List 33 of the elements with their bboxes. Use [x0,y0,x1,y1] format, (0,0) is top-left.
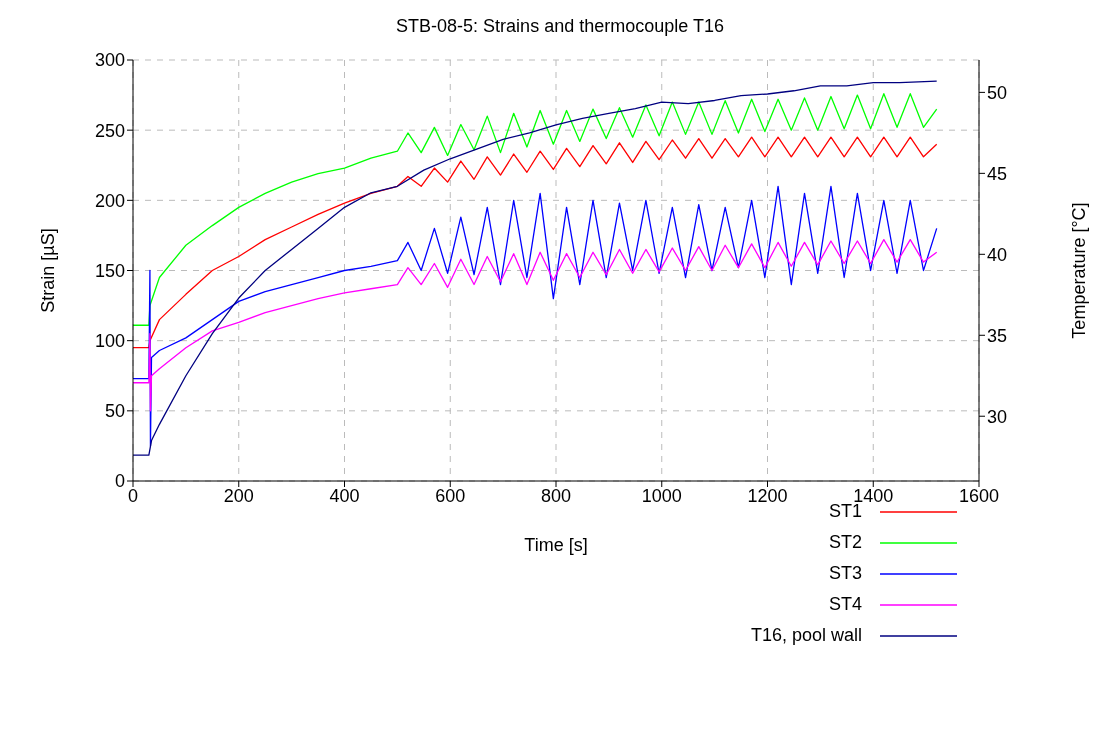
x-axis-title: Time [s] [524,535,588,555]
y-tick-label: 0 [114,471,125,492]
y2-axis-title: Temperature [°C] [1069,202,1090,339]
y-tick-label: 150 [94,260,125,281]
chart-title: STB-08-5: Strains and thermocouple T16 [395,16,725,37]
y2-tick-label: 50 [987,82,1008,103]
x-tick-label: 800 [540,485,572,506]
y-tick-label: 200 [94,190,125,211]
x-tick-label: 1200 [747,485,788,506]
x-tick-label: 1600 [958,485,1000,506]
y2-tick-label: 40 [987,244,1008,265]
legend-label: ST3 [828,563,862,584]
legend-label: T16, pool wall [750,625,862,646]
line-series [133,136,938,349]
y2-tick-label: 35 [987,325,1008,346]
y-tick-label: 50 [104,401,125,422]
x-tick-label: 400 [329,485,360,506]
legend-label: ST1 [828,501,862,522]
line-series [133,93,938,326]
y2-tick-label: 30 [987,406,1008,427]
y-tick-label: 250 [94,120,125,141]
x-tick-label: 600 [435,485,466,506]
legend-label: ST2 [828,532,862,553]
line-series [133,238,938,412]
y2-tick-label: 45 [987,163,1008,184]
x-tick-label: 0 [127,485,139,506]
line-series [133,80,938,456]
x-tick-label: 200 [223,485,254,506]
y-axis-title: Strain [µS] [38,228,59,313]
x-tick-label: 1000 [641,485,682,506]
y-tick-label: 100 [94,331,125,352]
y-tick-label: 300 [94,50,125,71]
legend-label: ST4 [828,594,862,615]
